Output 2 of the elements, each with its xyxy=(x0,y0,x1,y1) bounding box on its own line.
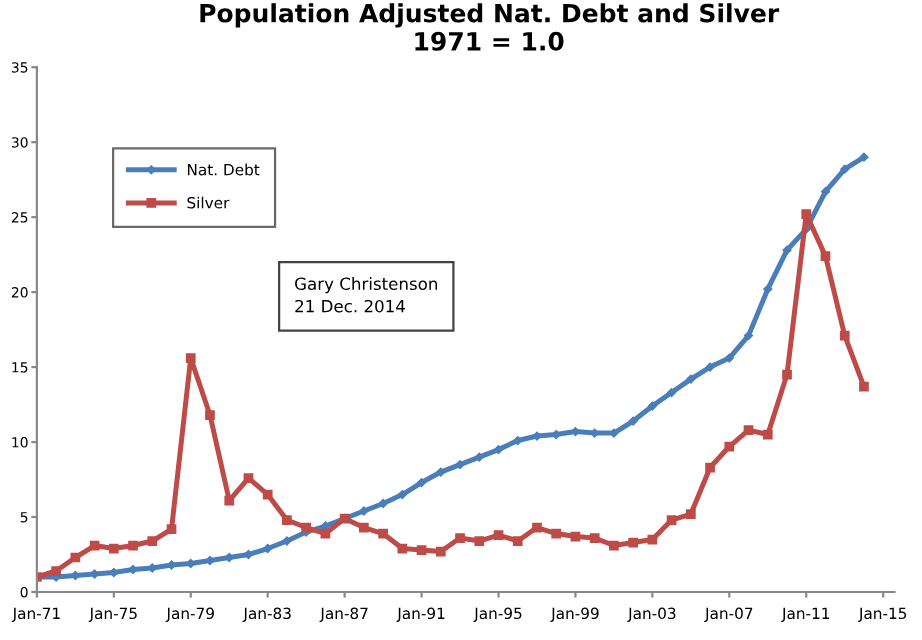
annotation: Gary Christenson 21 Dec. 2014 xyxy=(295,277,438,313)
chart-title: Population Adjusted Nat. Debt and Silver 1971 = 1.0 xyxy=(200,3,780,51)
